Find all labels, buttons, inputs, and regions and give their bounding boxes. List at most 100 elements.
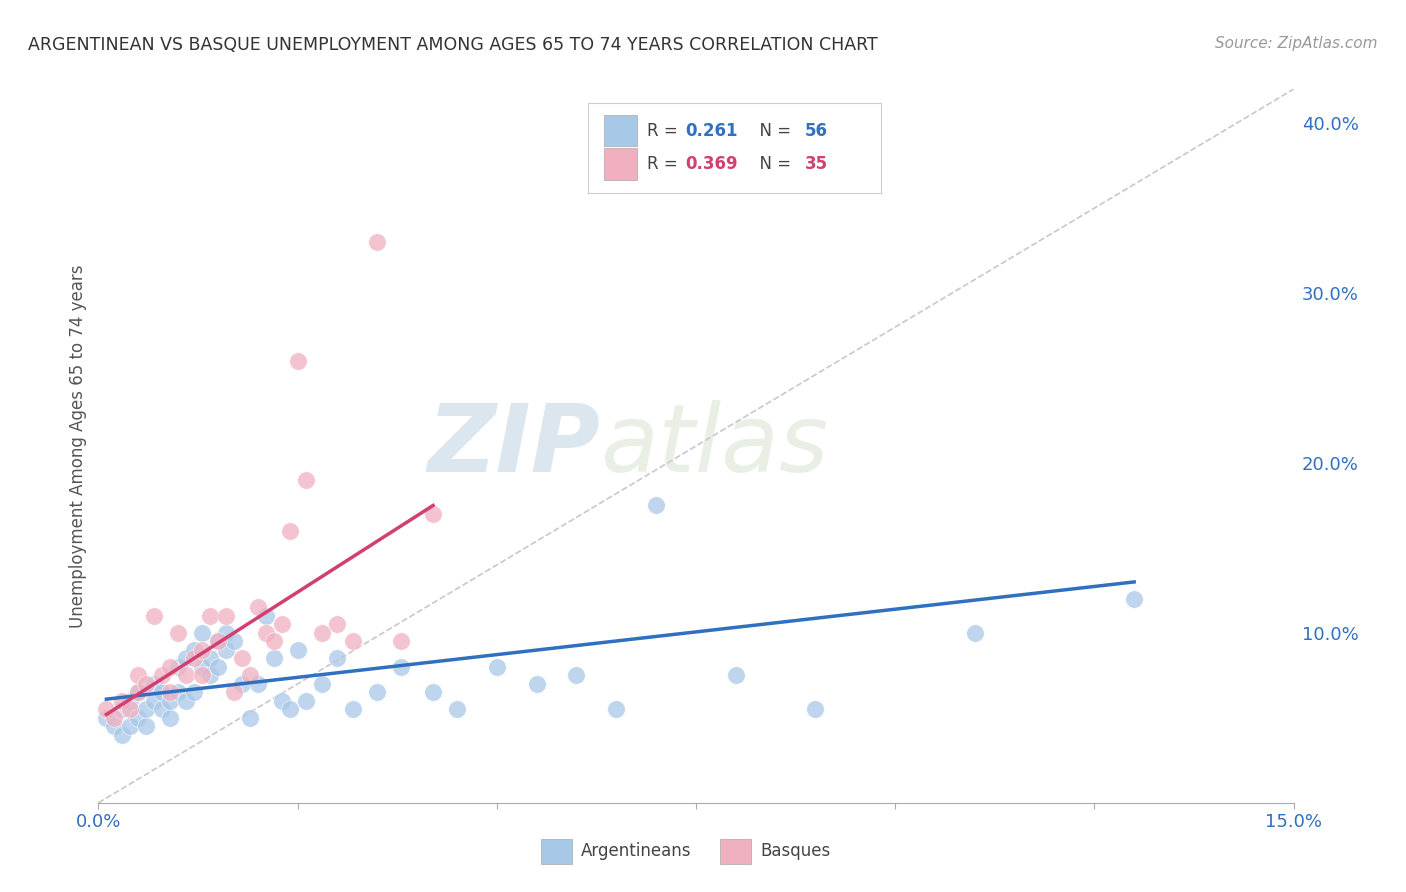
Point <box>207 634 229 648</box>
Point <box>326 617 349 632</box>
Point <box>342 702 364 716</box>
Point <box>111 702 134 716</box>
Point <box>246 677 269 691</box>
Point <box>222 634 245 648</box>
Point <box>150 685 173 699</box>
Point <box>263 634 285 648</box>
Point <box>1123 591 1146 606</box>
Point <box>120 702 142 716</box>
Text: N =: N = <box>748 121 796 139</box>
Point <box>167 685 190 699</box>
Point <box>526 677 548 691</box>
Point <box>963 626 986 640</box>
Text: 35: 35 <box>804 155 828 173</box>
Point <box>207 660 229 674</box>
Point <box>183 651 205 665</box>
Point <box>135 702 157 716</box>
Point <box>263 651 285 665</box>
Point <box>239 711 262 725</box>
Point <box>389 634 412 648</box>
Point <box>191 643 214 657</box>
Point <box>231 651 253 665</box>
Point <box>294 473 316 487</box>
FancyBboxPatch shape <box>720 838 751 863</box>
Point <box>207 634 229 648</box>
Text: 56: 56 <box>804 121 828 139</box>
Text: R =: R = <box>647 155 683 173</box>
Point <box>294 694 316 708</box>
Point <box>159 685 181 699</box>
Point <box>111 694 134 708</box>
FancyBboxPatch shape <box>541 838 572 863</box>
Text: ARGENTINEAN VS BASQUE UNEMPLOYMENT AMONG AGES 65 TO 74 YEARS CORRELATION CHART: ARGENTINEAN VS BASQUE UNEMPLOYMENT AMONG… <box>28 36 877 54</box>
Point <box>198 608 221 623</box>
Point <box>127 685 149 699</box>
Point <box>191 660 214 674</box>
Point <box>366 685 388 699</box>
Point <box>159 660 181 674</box>
Point <box>565 668 588 682</box>
Point <box>174 651 197 665</box>
Point <box>120 719 142 733</box>
Point <box>605 702 627 716</box>
Point <box>96 711 118 725</box>
Point <box>111 728 134 742</box>
Text: Basques: Basques <box>761 842 831 860</box>
Point <box>311 626 333 640</box>
Point <box>167 660 190 674</box>
Point <box>645 499 668 513</box>
Point <box>422 507 444 521</box>
Point <box>150 702 173 716</box>
Point <box>326 651 349 665</box>
Point <box>278 524 301 538</box>
Point <box>804 702 827 716</box>
Point <box>246 600 269 615</box>
Point <box>198 651 221 665</box>
Point <box>222 685 245 699</box>
Point <box>422 685 444 699</box>
Point <box>278 702 301 716</box>
Point <box>311 677 333 691</box>
Point <box>167 626 190 640</box>
Point <box>183 643 205 657</box>
Point <box>174 694 197 708</box>
Point <box>143 677 166 691</box>
Point <box>215 626 238 640</box>
Point <box>127 685 149 699</box>
Point <box>96 702 118 716</box>
Point <box>174 668 197 682</box>
Point <box>270 694 292 708</box>
Point <box>485 660 508 674</box>
Point <box>127 668 149 682</box>
Text: N =: N = <box>748 155 796 173</box>
FancyBboxPatch shape <box>605 148 637 180</box>
Point <box>287 354 309 368</box>
Point <box>724 668 747 682</box>
Text: 0.369: 0.369 <box>685 155 738 173</box>
Text: ZIP: ZIP <box>427 400 600 492</box>
Point <box>231 677 253 691</box>
Point <box>198 668 221 682</box>
Point <box>127 711 149 725</box>
Point <box>159 694 181 708</box>
Point <box>183 685 205 699</box>
Point <box>287 643 309 657</box>
Point <box>191 668 214 682</box>
Point <box>135 677 157 691</box>
Y-axis label: Unemployment Among Ages 65 to 74 years: Unemployment Among Ages 65 to 74 years <box>69 264 87 628</box>
Text: 0.261: 0.261 <box>685 121 738 139</box>
Point <box>215 608 238 623</box>
Point <box>389 660 412 674</box>
Point <box>143 694 166 708</box>
Point <box>366 235 388 249</box>
Point <box>103 719 125 733</box>
Point <box>150 668 173 682</box>
Text: Argentineans: Argentineans <box>581 842 692 860</box>
Text: R =: R = <box>647 121 683 139</box>
FancyBboxPatch shape <box>605 115 637 146</box>
Point <box>239 668 262 682</box>
Point <box>254 608 277 623</box>
Point <box>135 719 157 733</box>
Point <box>446 702 468 716</box>
Point <box>215 643 238 657</box>
